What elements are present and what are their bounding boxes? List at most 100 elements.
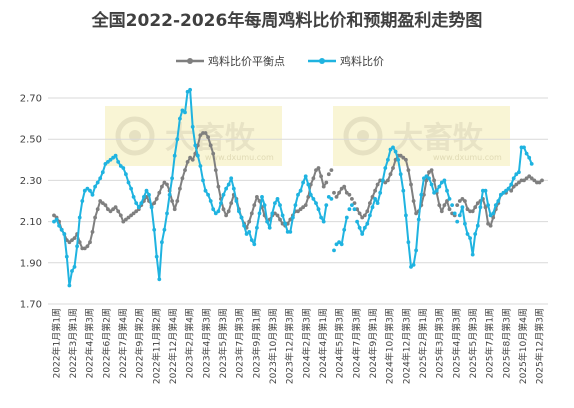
data-point-ratio	[239, 215, 244, 220]
data-point-ratio	[501, 190, 506, 195]
data-point-ratio	[283, 221, 288, 226]
data-point-breakeven	[475, 201, 480, 206]
data-point-breakeven	[447, 207, 452, 212]
data-point-breakeven	[190, 157, 195, 162]
data-point-ratio	[285, 230, 290, 234]
data-point-ratio	[160, 240, 164, 245]
data-point-breakeven	[414, 211, 418, 216]
data-point-ratio	[442, 178, 447, 183]
x-tick-label: 2024年10月第3周	[384, 308, 396, 384]
data-point-ratio	[386, 157, 390, 162]
data-point-ratio	[411, 263, 416, 267]
data-point-ratio	[126, 180, 131, 185]
data-point-ratio	[388, 147, 393, 152]
data-point-ratio	[352, 207, 357, 212]
data-point-breakeven	[321, 184, 326, 189]
data-point-breakeven	[468, 209, 472, 214]
data-point-ratio	[504, 188, 508, 193]
y-tick-label: 2.50	[20, 135, 42, 146]
data-point-breakeven	[532, 178, 537, 183]
data-point-ratio	[375, 201, 380, 206]
data-point-breakeven	[373, 188, 377, 193]
data-point-ratio	[64, 254, 69, 259]
data-point-ratio	[296, 192, 300, 197]
x-tick-label: 2025年5月第3周	[467, 308, 479, 378]
data-point-ratio	[80, 199, 85, 203]
data-point-ratio	[288, 230, 293, 234]
data-point-breakeven	[540, 178, 544, 183]
data-point-ratio	[75, 244, 79, 249]
data-point-ratio	[470, 252, 475, 257]
data-point-breakeven	[457, 199, 462, 203]
x-tick-label: 2024年2月第3周	[300, 308, 312, 378]
data-point-ratio	[136, 205, 141, 210]
data-point-ratio	[67, 283, 72, 288]
data-point-ratio	[373, 197, 377, 201]
y-tick-label: 2.70	[20, 94, 42, 105]
legend-label-ratio: 鸡料比价	[340, 54, 384, 68]
data-point-ratio	[77, 215, 82, 220]
data-point-breakeven	[409, 182, 413, 187]
data-point-breakeven	[488, 223, 493, 228]
x-tick-label: 2022年6月第2周	[100, 308, 112, 378]
data-point-breakeven	[278, 217, 282, 222]
data-point-breakeven	[108, 209, 113, 214]
data-point-ratio	[95, 180, 100, 185]
data-point-ratio	[357, 225, 362, 230]
data-point-ratio	[124, 172, 128, 177]
data-point-breakeven	[85, 244, 90, 249]
x-tick-label: 2025年8月第3周	[500, 308, 512, 378]
data-point-breakeven	[224, 213, 229, 218]
data-point-ratio	[406, 240, 411, 245]
data-point-ratio	[450, 203, 454, 208]
data-point-breakeven	[52, 213, 56, 218]
data-point-breakeven	[424, 178, 429, 183]
data-point-ratio	[398, 172, 403, 177]
data-point-breakeven	[77, 240, 82, 245]
data-point-breakeven	[511, 184, 516, 189]
data-point-ratio	[316, 207, 321, 212]
data-point-ratio	[203, 188, 208, 193]
data-point-ratio	[401, 188, 406, 193]
data-point-ratio	[98, 176, 103, 181]
data-point-breakeven	[357, 211, 362, 216]
data-point-ratio	[481, 188, 485, 193]
data-point-ratio	[509, 182, 514, 187]
data-point-breakeven	[429, 168, 434, 173]
data-point-ratio	[350, 203, 354, 208]
data-point-ratio	[106, 160, 110, 164]
watermark-right-logo-dot-icon	[357, 130, 369, 142]
data-point-ratio	[324, 203, 329, 208]
data-point-ratio	[380, 178, 385, 183]
data-point-ratio	[460, 205, 465, 210]
x-tick-label: 2022年1月第1周	[50, 308, 62, 378]
data-point-breakeven	[370, 195, 375, 199]
x-tick-label: 2025年2月第1周	[417, 308, 429, 378]
y-axis: 1.70 1.90 2.10 2.30 2.50 2.70	[20, 94, 42, 311]
data-point-breakeven	[344, 190, 349, 195]
x-axis: 2022年1月第1周 2022年3月第1周 2022年4月第3周 2022年6月第2周…	[50, 308, 545, 384]
series-ratio	[52, 87, 534, 288]
data-point-ratio	[262, 203, 267, 208]
data-point-ratio	[100, 170, 105, 175]
data-point-breakeven	[275, 213, 280, 218]
data-point-ratio	[447, 197, 452, 201]
data-point-ratio	[72, 265, 77, 269]
data-point-ratio	[478, 205, 483, 210]
data-point-ratio	[54, 217, 59, 222]
data-point-ratio	[219, 201, 223, 206]
data-point-breakeven	[303, 203, 308, 208]
data-point-ratio	[429, 182, 434, 187]
data-point-ratio	[491, 211, 496, 216]
data-point-ratio	[149, 205, 154, 210]
data-point-ratio	[362, 225, 367, 230]
data-point-ratio	[242, 223, 247, 228]
y-tick-label: 1.70	[20, 300, 42, 311]
data-point-ratio	[113, 153, 118, 158]
data-point-breakeven	[113, 205, 118, 210]
data-point-ratio	[391, 145, 395, 150]
data-point-ratio	[511, 176, 516, 181]
data-point-breakeven	[206, 135, 211, 140]
data-point-ratio	[211, 207, 216, 212]
